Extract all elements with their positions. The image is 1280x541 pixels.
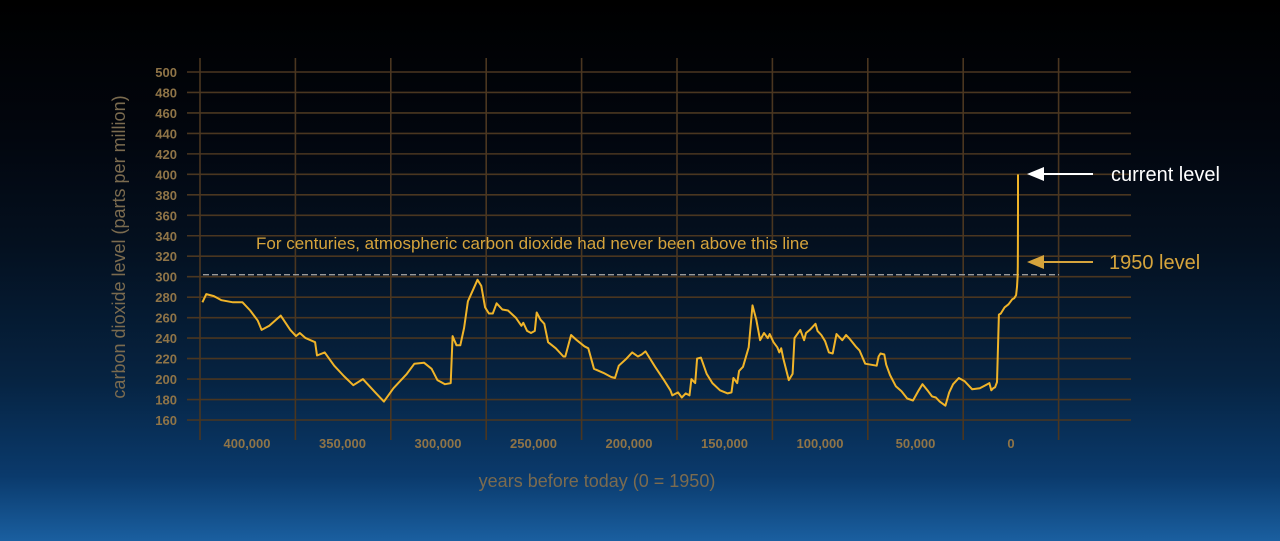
x-axis-ticks: 400,000 350,000 300,000 250,000 200,000 150,0… (224, 436, 1015, 451)
arrow-head-icon (1027, 167, 1044, 181)
y-tick-label: 180 (155, 393, 177, 408)
current-level-callout: current level (1027, 164, 1220, 186)
y-tick-label: 300 (155, 270, 177, 285)
chart-grid (187, 58, 1131, 440)
annotation-text: For centuries, atmospheric carbon dioxid… (256, 234, 809, 253)
y-tick-label: 220 (155, 352, 177, 367)
y-tick-label: 340 (155, 229, 177, 244)
y-tick-label: 200 (155, 372, 177, 387)
co2-series-line (201, 174, 1019, 407)
y-tick-label: 380 (155, 188, 177, 203)
y-tick-label: 260 (155, 311, 177, 326)
y-tick-label: 360 (155, 208, 177, 223)
x-tick-label: 250,000 (510, 436, 557, 451)
x-tick-label: 100,000 (797, 436, 844, 451)
y-tick-label: 500 (155, 65, 177, 80)
1950-level-callout: 1950 level (1027, 252, 1200, 274)
x-tick-label: 300,000 (415, 436, 462, 451)
y-tick-label: 400 (155, 167, 177, 182)
y-axis-title: carbon dioxide level (parts per million) (109, 95, 129, 398)
current-level-label: current level (1111, 164, 1220, 186)
y-tick-label: 480 (155, 85, 177, 100)
x-tick-label: 0 (1007, 436, 1014, 451)
y-tick-label: 160 (155, 413, 177, 428)
x-axis-title: years before today (0 = 1950) (479, 471, 716, 491)
y-tick-label: 460 (155, 106, 177, 121)
x-tick-label: 200,000 (606, 436, 653, 451)
y-tick-label: 240 (155, 331, 177, 346)
y-tick-label: 440 (155, 126, 177, 141)
y-tick-label: 280 (155, 290, 177, 305)
arrow-head-icon (1027, 255, 1044, 269)
x-tick-label: 350,000 (319, 436, 366, 451)
y-tick-label: 420 (155, 147, 177, 162)
x-tick-label: 400,000 (224, 436, 271, 451)
y-tick-label: 320 (155, 249, 177, 264)
x-tick-label: 50,000 (896, 436, 936, 451)
x-tick-label: 150,000 (701, 436, 748, 451)
1950-level-label: 1950 level (1109, 252, 1200, 274)
y-axis-ticks: 160 180 200 220 240 260 280 300 320 340 360 380 400 4… (155, 65, 177, 428)
